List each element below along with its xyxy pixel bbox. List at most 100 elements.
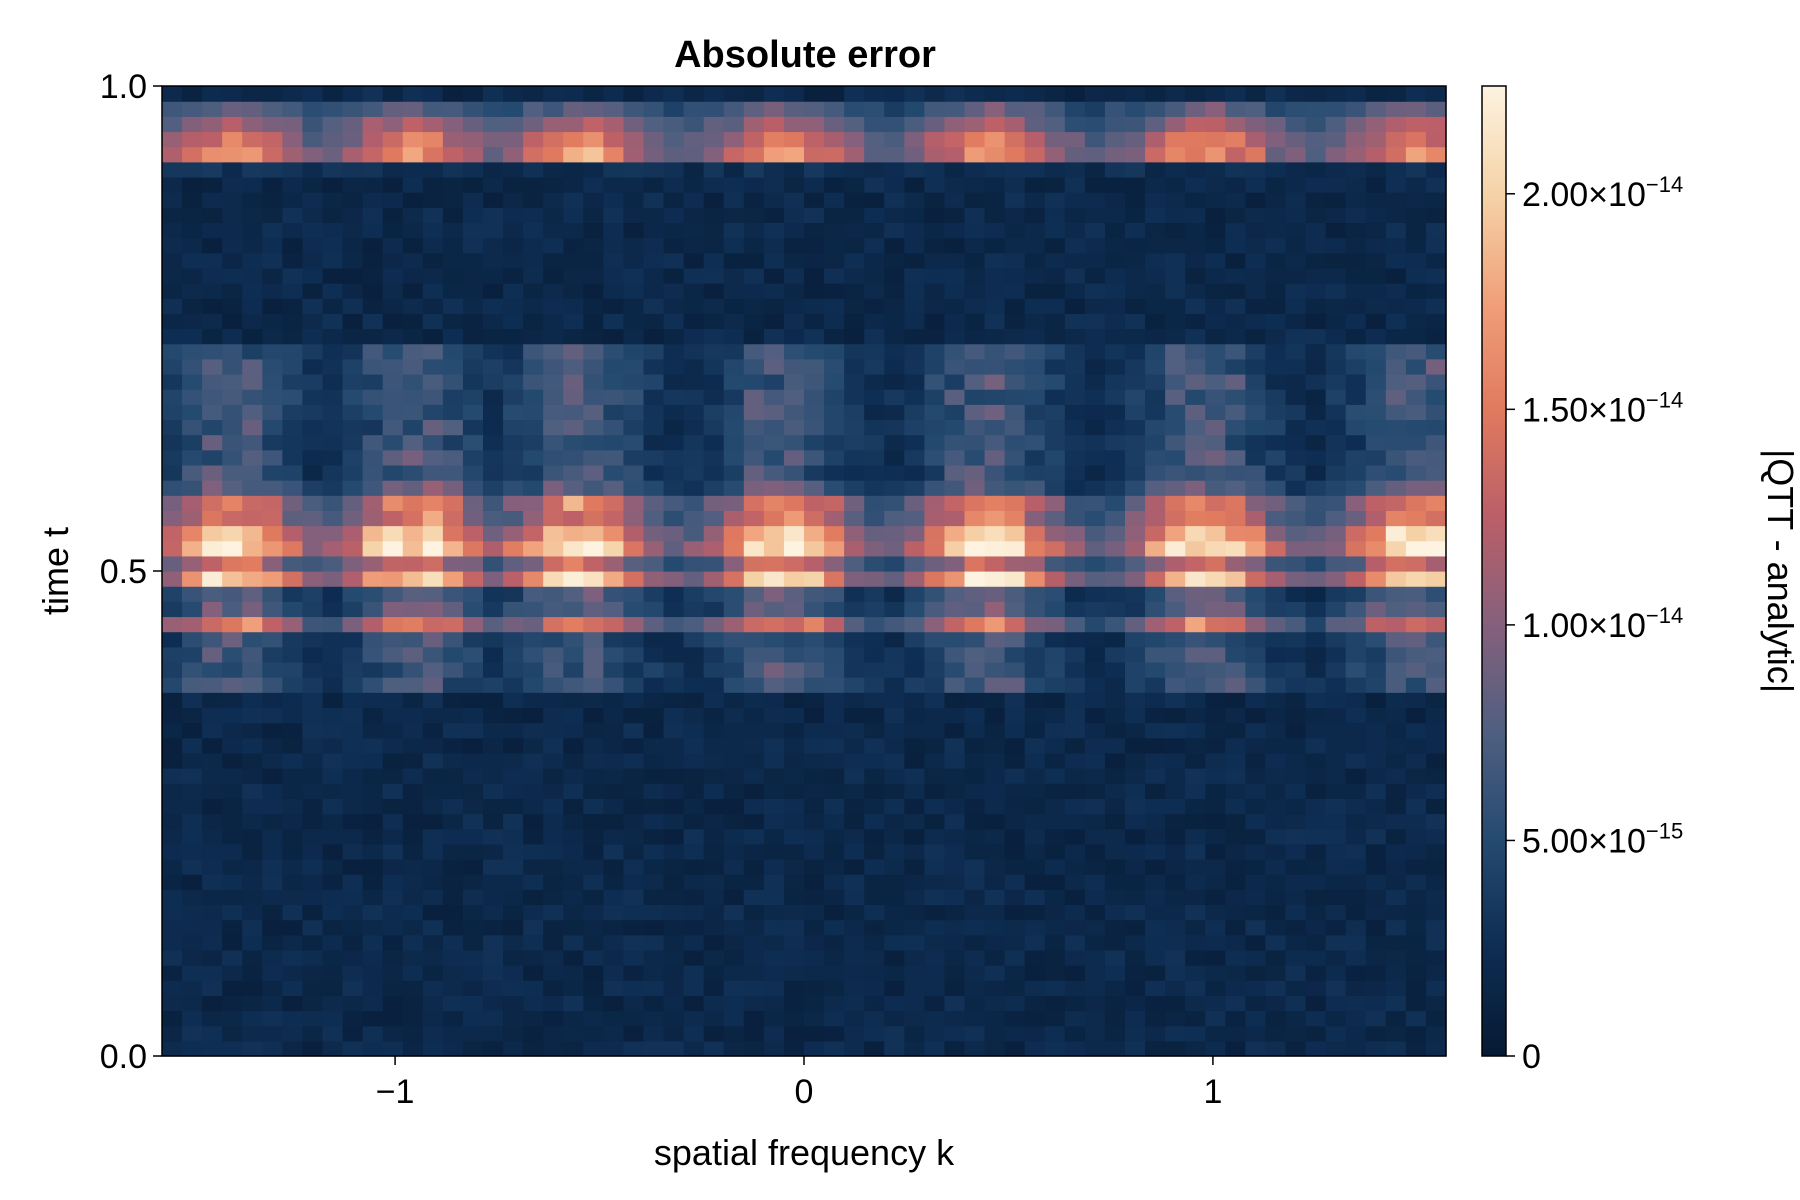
heatmap-cell (1024, 404, 1046, 421)
heatmap-cell (483, 965, 504, 981)
heatmap-cell (904, 661, 925, 678)
heatmap-cell (663, 1025, 685, 1042)
heatmap-cell (422, 889, 444, 906)
heatmap-cell (1145, 768, 1166, 784)
heatmap-cell (1245, 1025, 1267, 1042)
heatmap-cell (182, 434, 203, 451)
heatmap-cell (1265, 540, 1287, 557)
heatmap-cell (362, 1010, 384, 1027)
heatmap-cell (723, 419, 745, 436)
heatmap-cell (1425, 480, 1447, 496)
heatmap-cell (824, 373, 845, 390)
heatmap-cell (242, 1040, 263, 1057)
heatmap-cell (1205, 889, 1226, 906)
heatmap-cell (222, 222, 243, 239)
heatmap-cell (623, 828, 645, 845)
heatmap-cell (944, 677, 966, 693)
heatmap-cell (1265, 419, 1287, 436)
heatmap-cell (242, 586, 263, 602)
heatmap-cell (1405, 161, 1427, 178)
heatmap-cell (804, 707, 825, 724)
heatmap-cell (703, 419, 725, 436)
heatmap-cell (1004, 904, 1026, 921)
heatmap-cell (402, 1010, 424, 1027)
heatmap-cell (1345, 768, 1367, 784)
heatmap-cell (1285, 601, 1307, 618)
heatmap-cell (743, 692, 765, 709)
heatmap-cell (483, 995, 504, 1012)
heatmap-cell (342, 722, 364, 739)
heatmap-cell (864, 661, 885, 678)
heatmap-cell (1024, 131, 1046, 148)
heatmap-cell (182, 722, 203, 739)
heatmap-cell (1084, 768, 1106, 784)
heatmap-cell (844, 677, 865, 693)
heatmap-cell (242, 1010, 263, 1027)
heatmap-cell (723, 995, 745, 1012)
heatmap-cell (1185, 283, 1206, 299)
heatmap-cell (362, 525, 384, 542)
heatmap-cell (1044, 389, 1066, 405)
heatmap-cell (884, 313, 905, 330)
heatmap-cell (302, 1025, 324, 1042)
heatmap-cell (503, 707, 524, 724)
heatmap-cell (182, 737, 203, 754)
heatmap-cell (1205, 601, 1226, 618)
heatmap-cell (1225, 434, 1246, 451)
heatmap-cell (1145, 661, 1166, 678)
heatmap-cell (924, 510, 946, 527)
heatmap-cell (523, 768, 544, 784)
heatmap-cell (1125, 207, 1146, 224)
heatmap-cell (342, 904, 364, 921)
heatmap-cell (242, 813, 263, 830)
heatmap-cell (322, 965, 344, 981)
heatmap-cell (1405, 283, 1427, 299)
heatmap-cell (603, 267, 625, 284)
heatmap-cell (1405, 768, 1427, 784)
heatmap-cell (723, 328, 745, 345)
heatmap-cell (1325, 661, 1347, 678)
heatmap-cell (1004, 237, 1026, 254)
heatmap-cell (382, 116, 404, 133)
heatmap-cell (783, 131, 805, 148)
heatmap-cell (1185, 934, 1206, 951)
heatmap-cell (1165, 252, 1186, 269)
heatmap-cell (643, 965, 665, 981)
heatmap-cell (242, 86, 263, 102)
x-axis-label: spatial frequency k (654, 1132, 955, 1173)
heatmap-cell (1225, 267, 1246, 284)
heatmap-cell (1064, 267, 1086, 284)
heatmap-cell (864, 313, 885, 330)
heatmap-cell (1425, 146, 1447, 163)
x-tick-label: −1 (376, 1073, 415, 1111)
heatmap-cell (342, 980, 364, 996)
heatmap-cell (824, 237, 845, 254)
heatmap-cell (884, 737, 905, 754)
heatmap-cell (483, 1040, 504, 1057)
heatmap-cell (462, 131, 484, 148)
heatmap-cell (824, 313, 845, 330)
heatmap-cell (703, 783, 725, 799)
heatmap-cell (1385, 480, 1407, 496)
heatmap-cell (543, 1040, 564, 1057)
heatmap-cell (543, 480, 564, 496)
heatmap-cell (643, 995, 665, 1012)
heatmap-cell (1325, 313, 1347, 330)
heatmap-cell (182, 949, 203, 966)
heatmap-cell (1285, 707, 1307, 724)
heatmap-cell (1305, 298, 1327, 314)
heatmap-cell (282, 813, 304, 830)
heatmap-cell (703, 328, 725, 345)
heatmap-cell (422, 752, 444, 769)
heatmap-cell (844, 404, 865, 421)
heatmap-cell (583, 161, 604, 178)
heatmap-cell (1365, 904, 1387, 921)
heatmap-cell (1385, 752, 1407, 769)
heatmap-cell (1165, 328, 1186, 345)
heatmap-cell (362, 86, 384, 102)
heatmap-cell (262, 116, 283, 133)
heatmap-cell (322, 858, 344, 875)
heatmap-cell (1185, 252, 1206, 269)
heatmap-cell (1205, 131, 1226, 148)
heatmap-cell (1004, 813, 1026, 830)
